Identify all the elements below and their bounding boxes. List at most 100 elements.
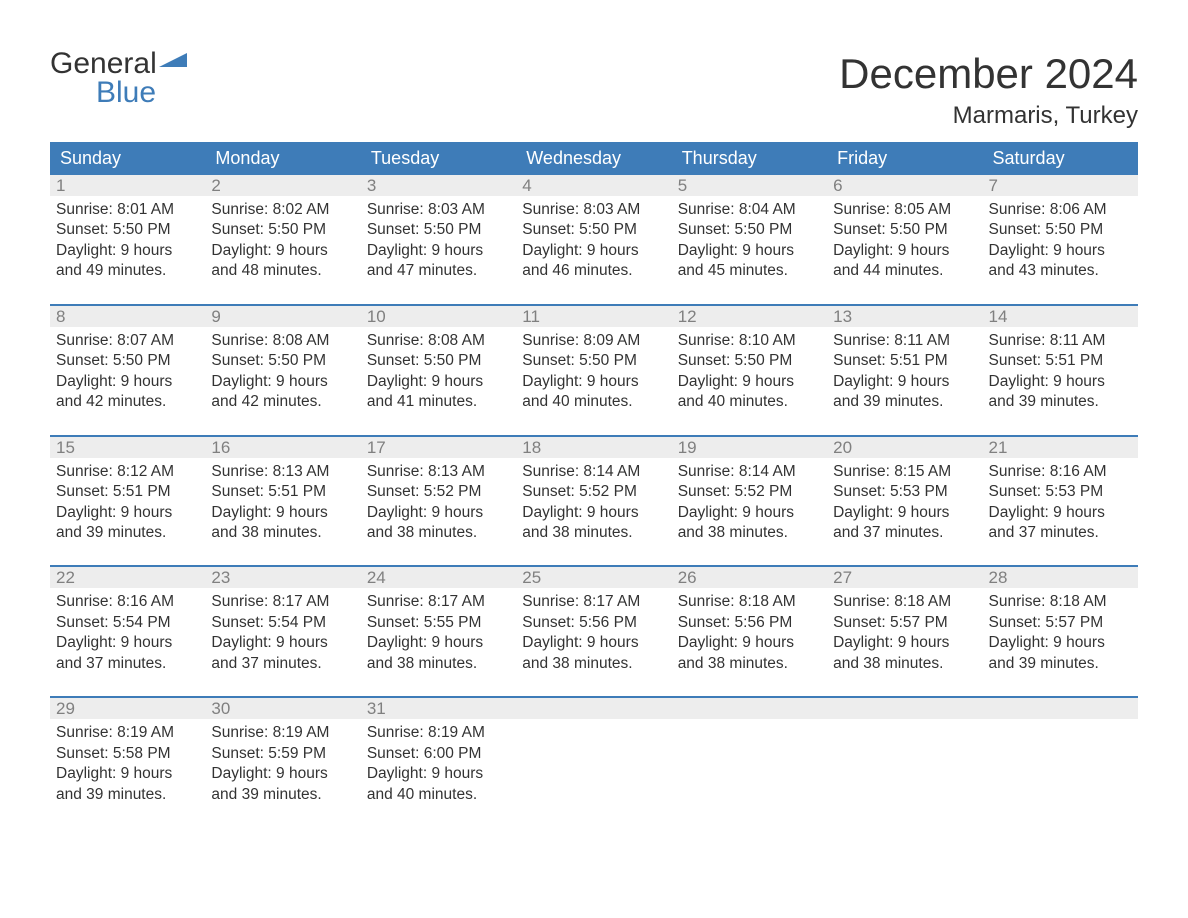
day-number: 26 — [672, 567, 827, 588]
day-number-cell: 30 — [205, 698, 360, 719]
sunrise-line: Sunrise: 8:19 AM — [56, 723, 199, 743]
day-body: Sunrise: 8:04 AMSunset: 5:50 PMDaylight:… — [672, 196, 827, 290]
day-cell — [516, 719, 671, 813]
day-cell: Sunrise: 8:19 AMSunset: 6:00 PMDaylight:… — [361, 719, 516, 813]
day-cell: Sunrise: 8:07 AMSunset: 5:50 PMDaylight:… — [50, 327, 205, 421]
day-number-cell: 21 — [983, 437, 1138, 458]
day-number-cell: 22 — [50, 567, 205, 588]
day-cell: Sunrise: 8:11 AMSunset: 5:51 PMDaylight:… — [983, 327, 1138, 421]
day-header: Friday — [827, 142, 982, 175]
sunrise-line: Sunrise: 8:12 AM — [56, 462, 199, 482]
sunrise-line: Sunrise: 8:03 AM — [522, 200, 665, 220]
daylight-line2: and 39 minutes. — [56, 523, 199, 543]
day-cell: Sunrise: 8:18 AMSunset: 5:57 PMDaylight:… — [827, 588, 982, 682]
day-header-row: SundayMondayTuesdayWednesdayThursdayFrid… — [50, 142, 1138, 175]
sunset-line: Sunset: 5:53 PM — [833, 482, 976, 502]
daynum-row: 293031 — [50, 698, 1138, 719]
sunrise-line: Sunrise: 8:06 AM — [989, 200, 1132, 220]
daylight-line1: Daylight: 9 hours — [678, 372, 821, 392]
day-body: Sunrise: 8:18 AMSunset: 5:57 PMDaylight:… — [827, 588, 982, 682]
sunset-line: Sunset: 5:50 PM — [56, 351, 199, 371]
month-title: December 2024 — [839, 50, 1138, 98]
day-number-cell: 10 — [361, 306, 516, 327]
day-number-cell: 16 — [205, 437, 360, 458]
day-number-cell: 17 — [361, 437, 516, 458]
day-cell: Sunrise: 8:03 AMSunset: 5:50 PMDaylight:… — [516, 196, 671, 290]
sunrise-line: Sunrise: 8:13 AM — [211, 462, 354, 482]
day-body: Sunrise: 8:19 AMSunset: 5:59 PMDaylight:… — [205, 719, 360, 813]
day-number-cell: 20 — [827, 437, 982, 458]
sunset-line: Sunset: 5:56 PM — [678, 613, 821, 633]
daylight-line2: and 49 minutes. — [56, 261, 199, 281]
logo-line2: Blue — [50, 79, 187, 108]
day-number: 14 — [983, 306, 1138, 327]
daylight-line1: Daylight: 9 hours — [56, 241, 199, 261]
day-number: 23 — [205, 567, 360, 588]
body-row: Sunrise: 8:07 AMSunset: 5:50 PMDaylight:… — [50, 327, 1138, 421]
daynum-row: 15161718192021 — [50, 437, 1138, 458]
sunset-line: Sunset: 5:58 PM — [56, 744, 199, 764]
day-number-cell: 8 — [50, 306, 205, 327]
daylight-line2: and 45 minutes. — [678, 261, 821, 281]
day-cell: Sunrise: 8:01 AMSunset: 5:50 PMDaylight:… — [50, 196, 205, 290]
daylight-line2: and 40 minutes. — [522, 392, 665, 412]
day-cell — [983, 719, 1138, 813]
daylight-line1: Daylight: 9 hours — [678, 633, 821, 653]
day-cell: Sunrise: 8:16 AMSunset: 5:54 PMDaylight:… — [50, 588, 205, 682]
day-body: Sunrise: 8:11 AMSunset: 5:51 PMDaylight:… — [827, 327, 982, 421]
title-block: December 2024 Marmaris, Turkey — [839, 50, 1138, 130]
sunset-line: Sunset: 5:54 PM — [56, 613, 199, 633]
day-body: Sunrise: 8:17 AMSunset: 5:54 PMDaylight:… — [205, 588, 360, 682]
daylight-line2: and 39 minutes. — [833, 392, 976, 412]
daylight-line2: and 48 minutes. — [211, 261, 354, 281]
day-number: 13 — [827, 306, 982, 327]
day-cell: Sunrise: 8:08 AMSunset: 5:50 PMDaylight:… — [205, 327, 360, 421]
day-number — [827, 698, 982, 699]
sunset-line: Sunset: 6:00 PM — [367, 744, 510, 764]
day-header: Wednesday — [516, 142, 671, 175]
day-body — [672, 719, 827, 731]
body-row: Sunrise: 8:01 AMSunset: 5:50 PMDaylight:… — [50, 196, 1138, 290]
daylight-line1: Daylight: 9 hours — [989, 372, 1132, 392]
day-number-cell: 24 — [361, 567, 516, 588]
day-body: Sunrise: 8:13 AMSunset: 5:51 PMDaylight:… — [205, 458, 360, 552]
sunset-line: Sunset: 5:50 PM — [211, 220, 354, 240]
daylight-line2: and 38 minutes. — [833, 654, 976, 674]
day-number: 5 — [672, 175, 827, 196]
day-number: 7 — [983, 175, 1138, 196]
sunset-line: Sunset: 5:59 PM — [211, 744, 354, 764]
day-body: Sunrise: 8:09 AMSunset: 5:50 PMDaylight:… — [516, 327, 671, 421]
day-header: Saturday — [983, 142, 1138, 175]
sunrise-line: Sunrise: 8:14 AM — [522, 462, 665, 482]
sunrise-line: Sunrise: 8:08 AM — [211, 331, 354, 351]
daylight-line1: Daylight: 9 hours — [56, 372, 199, 392]
day-cell: Sunrise: 8:09 AMSunset: 5:50 PMDaylight:… — [516, 327, 671, 421]
sunrise-line: Sunrise: 8:13 AM — [367, 462, 510, 482]
sunset-line: Sunset: 5:52 PM — [522, 482, 665, 502]
daylight-line1: Daylight: 9 hours — [56, 633, 199, 653]
day-body: Sunrise: 8:08 AMSunset: 5:50 PMDaylight:… — [205, 327, 360, 421]
daynum-row: 22232425262728 — [50, 567, 1138, 588]
day-body: Sunrise: 8:19 AMSunset: 6:00 PMDaylight:… — [361, 719, 516, 813]
daynum-row: 1234567 — [50, 175, 1138, 196]
day-body: Sunrise: 8:16 AMSunset: 5:54 PMDaylight:… — [50, 588, 205, 682]
daylight-line2: and 41 minutes. — [367, 392, 510, 412]
day-number: 9 — [205, 306, 360, 327]
day-number: 8 — [50, 306, 205, 327]
day-number-cell: 28 — [983, 567, 1138, 588]
sunset-line: Sunset: 5:50 PM — [367, 220, 510, 240]
day-number: 16 — [205, 437, 360, 458]
sunrise-line: Sunrise: 8:17 AM — [367, 592, 510, 612]
day-cell: Sunrise: 8:02 AMSunset: 5:50 PMDaylight:… — [205, 196, 360, 290]
sunset-line: Sunset: 5:50 PM — [989, 220, 1132, 240]
sunset-line: Sunset: 5:51 PM — [833, 351, 976, 371]
body-row: Sunrise: 8:16 AMSunset: 5:54 PMDaylight:… — [50, 588, 1138, 682]
day-number-cell: 1 — [50, 175, 205, 196]
daylight-line1: Daylight: 9 hours — [367, 372, 510, 392]
sunset-line: Sunset: 5:52 PM — [678, 482, 821, 502]
sunrise-line: Sunrise: 8:19 AM — [367, 723, 510, 743]
daylight-line2: and 42 minutes. — [211, 392, 354, 412]
week-wrap: 1234567Sunrise: 8:01 AMSunset: 5:50 PMDa… — [50, 175, 1138, 290]
sunrise-line: Sunrise: 8:16 AM — [56, 592, 199, 612]
sunset-line: Sunset: 5:51 PM — [211, 482, 354, 502]
